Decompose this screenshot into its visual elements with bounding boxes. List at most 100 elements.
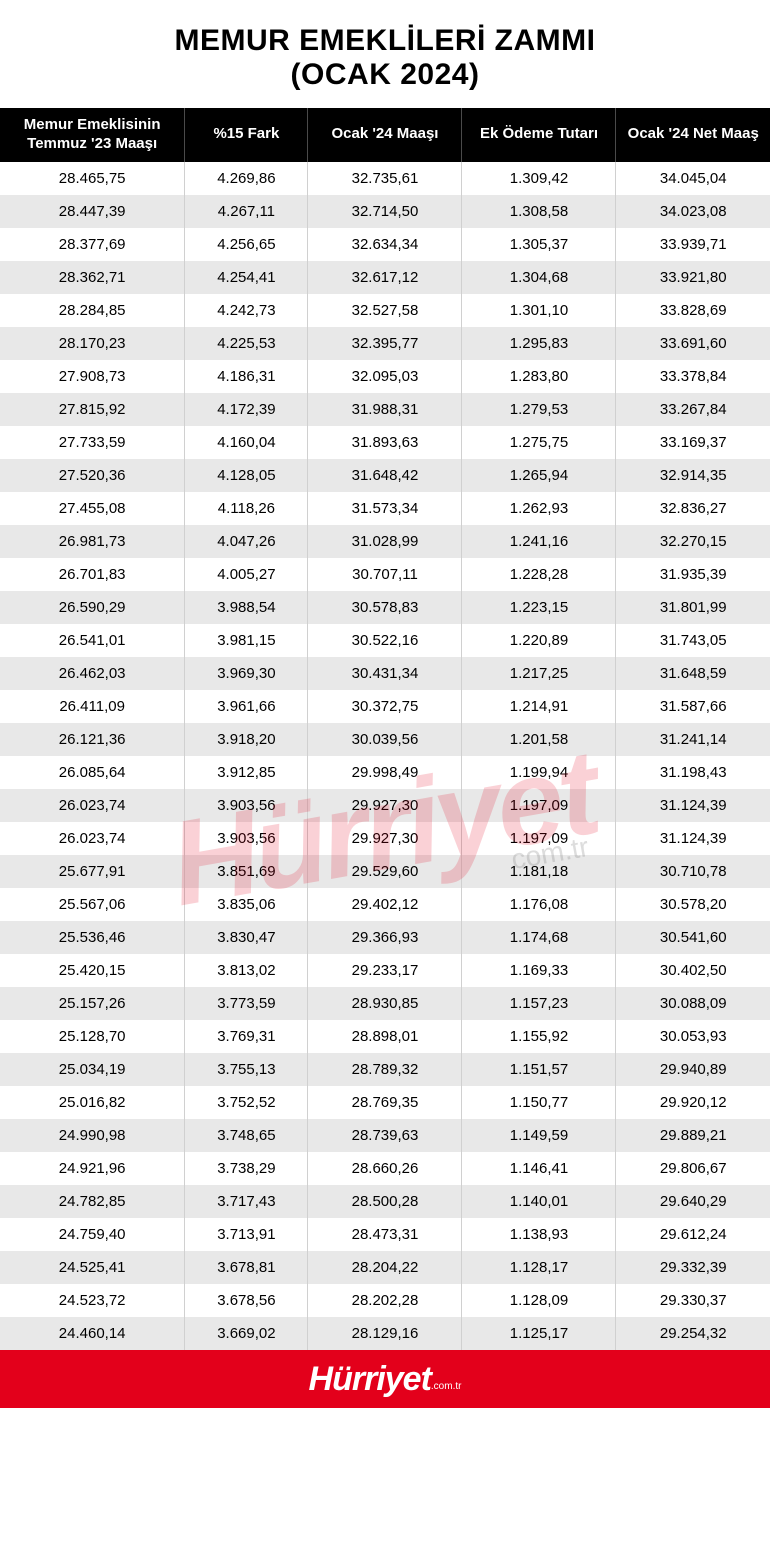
table-cell: 4.254,41	[185, 261, 308, 294]
table-row: 25.536,463.830,4729.366,931.174,6830.541…	[0, 921, 770, 954]
table-cell: 24.525,41	[0, 1251, 185, 1284]
table-cell: 1.157,23	[462, 987, 616, 1020]
table-cell: 3.830,47	[185, 921, 308, 954]
footer-sub: .com.tr	[431, 1381, 462, 1392]
table-cell: 1.304,68	[462, 261, 616, 294]
table-cell: 3.813,02	[185, 954, 308, 987]
table-cell: 1.220,89	[462, 624, 616, 657]
table-cell: 4.128,05	[185, 459, 308, 492]
table-cell: 3.912,85	[185, 756, 308, 789]
table-cell: 3.981,15	[185, 624, 308, 657]
table-cell: 29.920,12	[616, 1086, 770, 1119]
table-row: 25.034,193.755,1328.789,321.151,5729.940…	[0, 1053, 770, 1086]
table-cell: 4.047,26	[185, 525, 308, 558]
table-cell: 32.836,27	[616, 492, 770, 525]
table-cell: 1.295,83	[462, 327, 616, 360]
table-row: 27.455,084.118,2631.573,341.262,9332.836…	[0, 492, 770, 525]
table-cell: 1.146,41	[462, 1152, 616, 1185]
table-cell: 29.927,30	[308, 822, 462, 855]
table-cell: 3.918,20	[185, 723, 308, 756]
table-row: 25.420,153.813,0229.233,171.169,3330.402…	[0, 954, 770, 987]
table-row: 28.447,394.267,1132.714,501.308,5834.023…	[0, 195, 770, 228]
table-cell: 1.265,94	[462, 459, 616, 492]
table-row: 26.541,013.981,1530.522,161.220,8931.743…	[0, 624, 770, 657]
table-cell: 1.199,94	[462, 756, 616, 789]
table-cell: 1.201,58	[462, 723, 616, 756]
table-cell: 1.125,17	[462, 1317, 616, 1350]
title-line-2: (OCAK 2024)	[20, 58, 750, 92]
table-cell: 31.648,42	[308, 459, 462, 492]
table-cell: 3.903,56	[185, 822, 308, 855]
table-cell: 1.262,93	[462, 492, 616, 525]
table-cell: 26.023,74	[0, 822, 185, 855]
table-cell: 3.678,56	[185, 1284, 308, 1317]
table-row: 25.157,263.773,5928.930,851.157,2330.088…	[0, 987, 770, 1020]
table-cell: 29.889,21	[616, 1119, 770, 1152]
table-cell: 33.939,71	[616, 228, 770, 261]
table-cell: 3.755,13	[185, 1053, 308, 1086]
table-row: 28.465,754.269,8632.735,611.309,4234.045…	[0, 162, 770, 195]
table-cell: 4.256,65	[185, 228, 308, 261]
table-cell: 1.149,59	[462, 1119, 616, 1152]
table-cell: 30.039,56	[308, 723, 462, 756]
table-cell: 28.739,63	[308, 1119, 462, 1152]
table-cell: 29.806,67	[616, 1152, 770, 1185]
table-row: 24.990,983.748,6528.739,631.149,5929.889…	[0, 1119, 770, 1152]
table-cell: 31.573,34	[308, 492, 462, 525]
table-body: 28.465,754.269,8632.735,611.309,4234.045…	[0, 162, 770, 1350]
table-cell: 34.023,08	[616, 195, 770, 228]
table-cell: 29.332,39	[616, 1251, 770, 1284]
table-cell: 28.930,85	[308, 987, 462, 1020]
table-cell: 27.733,59	[0, 426, 185, 459]
table-cell: 1.279,53	[462, 393, 616, 426]
table-cell: 1.217,25	[462, 657, 616, 690]
salary-table: Memur EmeklisininTemmuz '23 Maaşı%15 Far…	[0, 108, 770, 1350]
table-cell: 1.128,09	[462, 1284, 616, 1317]
table-cell: 31.124,39	[616, 789, 770, 822]
table-cell: 1.308,58	[462, 195, 616, 228]
table-cell: 26.121,36	[0, 723, 185, 756]
table-cell: 29.998,49	[308, 756, 462, 789]
table-cell: 31.935,39	[616, 558, 770, 591]
table-cell: 1.169,33	[462, 954, 616, 987]
table-cell: 28.465,75	[0, 162, 185, 195]
table-cell: 26.411,09	[0, 690, 185, 723]
table-row: 28.284,854.242,7332.527,581.301,1033.828…	[0, 294, 770, 327]
table-cell: 25.677,91	[0, 855, 185, 888]
table-row: 26.023,743.903,5629.927,301.197,0931.124…	[0, 789, 770, 822]
table-cell: 1.197,09	[462, 789, 616, 822]
table-cell: 3.769,31	[185, 1020, 308, 1053]
table-row: 25.128,703.769,3128.898,011.155,9230.053…	[0, 1020, 770, 1053]
table-cell: 26.462,03	[0, 657, 185, 690]
table-cell: 28.789,32	[308, 1053, 462, 1086]
table-row: 26.462,033.969,3030.431,341.217,2531.648…	[0, 657, 770, 690]
table-cell: 27.908,73	[0, 360, 185, 393]
table-cell: 24.460,14	[0, 1317, 185, 1350]
table-cell: 1.140,01	[462, 1185, 616, 1218]
table-cell: 28.473,31	[308, 1218, 462, 1251]
column-header: Ocak '24 Maaşı	[308, 108, 462, 162]
page-container: MEMUR EMEKLİLERİ ZAMMI (OCAK 2024) Hürri…	[0, 0, 770, 1408]
table-cell: 27.520,36	[0, 459, 185, 492]
table-cell: 1.151,57	[462, 1053, 616, 1086]
table-cell: 3.752,52	[185, 1086, 308, 1119]
table-cell: 3.835,06	[185, 888, 308, 921]
table-cell: 32.527,58	[308, 294, 462, 327]
table-cell: 28.377,69	[0, 228, 185, 261]
table-row: 27.733,594.160,0431.893,631.275,7533.169…	[0, 426, 770, 459]
table-cell: 26.981,73	[0, 525, 185, 558]
table-cell: 28.284,85	[0, 294, 185, 327]
table-cell: 1.305,37	[462, 228, 616, 261]
table-cell: 3.738,29	[185, 1152, 308, 1185]
table-cell: 3.773,59	[185, 987, 308, 1020]
table-cell: 30.541,60	[616, 921, 770, 954]
table-row: 24.525,413.678,8128.204,221.128,1729.332…	[0, 1251, 770, 1284]
table-cell: 29.640,29	[616, 1185, 770, 1218]
table-cell: 4.118,26	[185, 492, 308, 525]
table-cell: 26.541,01	[0, 624, 185, 657]
table-cell: 25.128,70	[0, 1020, 185, 1053]
table-cell: 1.228,28	[462, 558, 616, 591]
table-row: 24.460,143.669,0228.129,161.125,1729.254…	[0, 1317, 770, 1350]
table-row: 24.523,723.678,5628.202,281.128,0929.330…	[0, 1284, 770, 1317]
column-header: %15 Fark	[185, 108, 308, 162]
